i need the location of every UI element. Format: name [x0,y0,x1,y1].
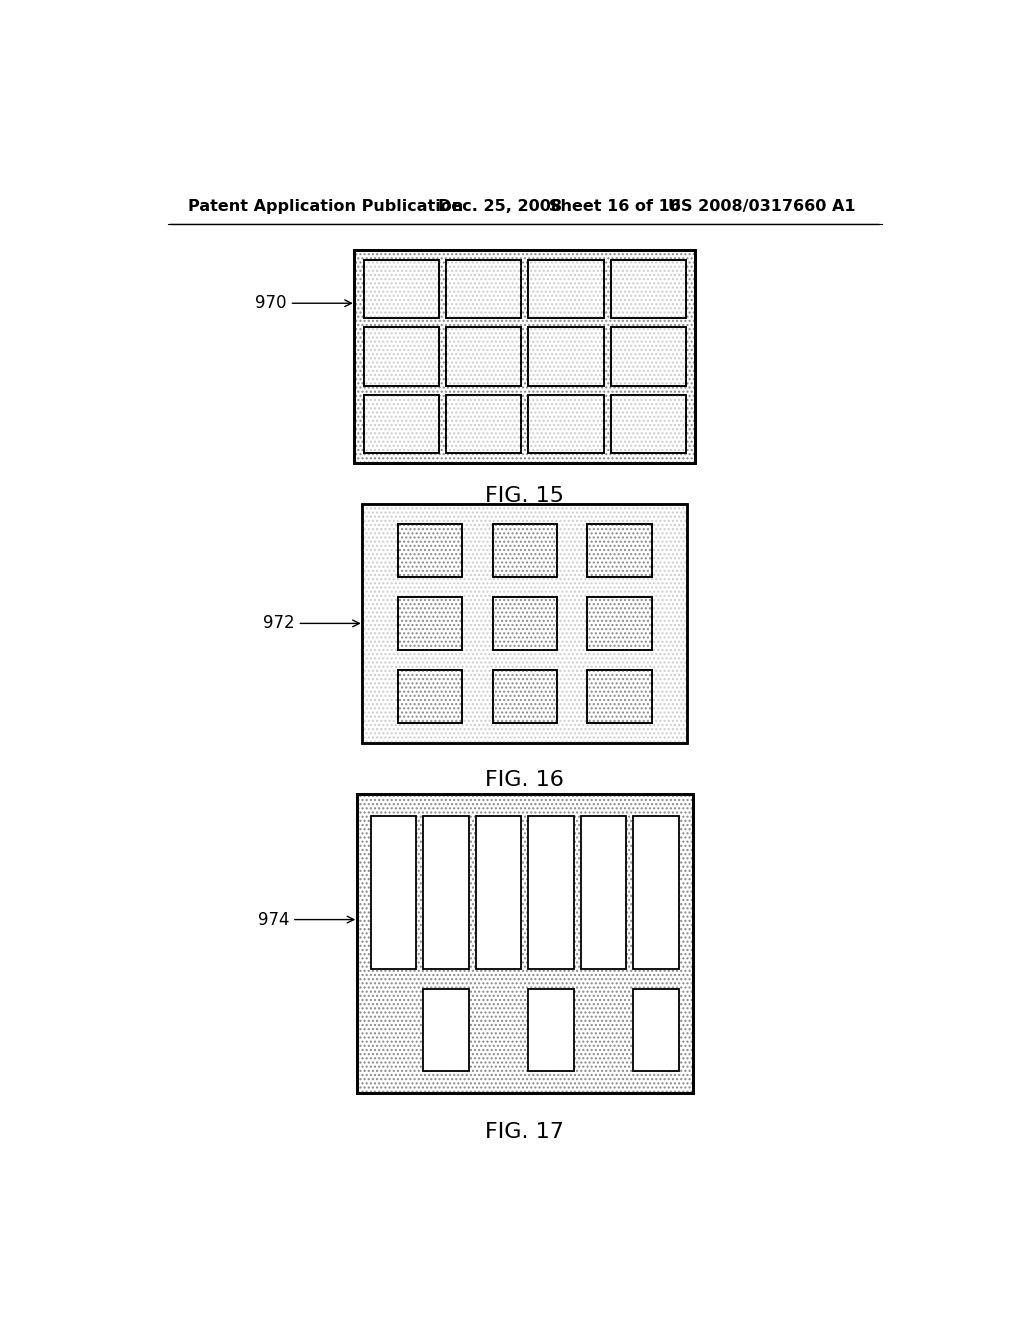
Bar [493,597,557,649]
Text: Patent Application Publication: Patent Application Publication [187,199,463,214]
Bar [397,524,463,577]
Bar [528,395,603,453]
Bar [397,524,463,577]
Bar [528,990,573,1071]
Bar [354,249,695,463]
Bar [587,524,651,577]
Bar [476,816,521,969]
Bar [528,260,603,318]
Bar [364,260,439,318]
Bar [446,327,521,385]
Text: FIG. 16: FIG. 16 [485,771,564,791]
Bar [581,816,627,969]
Text: Sheet 16 of 16: Sheet 16 of 16 [549,199,681,214]
Bar [397,597,463,649]
Bar [493,524,557,577]
Bar [528,395,603,453]
Bar [610,327,686,385]
Bar [610,395,686,453]
Bar [493,524,557,577]
Bar [528,327,603,385]
Bar [356,793,693,1093]
Bar [446,327,521,385]
Bar [364,395,439,453]
Bar [493,671,557,722]
Bar [364,327,439,385]
Bar [493,597,557,649]
Bar [634,990,679,1071]
Bar [446,395,521,453]
Text: 974: 974 [258,911,354,928]
Bar [528,260,603,318]
Bar [397,597,463,649]
Bar [364,327,439,385]
Text: 972: 972 [263,614,359,632]
Bar [364,395,439,453]
Bar [446,395,521,453]
Bar [528,395,603,453]
Bar [364,260,439,318]
Bar [354,249,695,463]
Bar [587,597,651,649]
Bar [446,395,521,453]
Bar [371,816,416,969]
Text: Dec. 25, 2008: Dec. 25, 2008 [437,199,561,214]
Bar [587,671,651,722]
Bar [364,395,439,453]
Bar [364,260,439,318]
Bar [446,327,521,385]
Bar [356,793,693,1093]
Text: 970: 970 [255,294,351,313]
Text: FIG. 15: FIG. 15 [485,486,564,506]
Bar [587,597,651,649]
Bar [610,395,686,453]
Bar [362,504,687,743]
Bar [354,249,695,463]
Bar [493,671,557,722]
Bar [362,504,687,743]
Text: US 2008/0317660 A1: US 2008/0317660 A1 [668,199,855,214]
Bar [397,597,463,649]
Bar [446,260,521,318]
Bar [587,597,651,649]
Bar [356,793,693,1093]
Bar [587,671,651,722]
Bar [364,327,439,385]
Bar [423,990,469,1071]
Bar [587,524,651,577]
Bar [493,524,557,577]
Bar [446,260,521,318]
Bar [397,671,463,722]
Bar [528,260,603,318]
Bar [493,597,557,649]
Bar [493,671,557,722]
Bar [397,671,463,722]
Bar [634,816,679,969]
Bar [610,395,686,453]
Bar [610,260,686,318]
Bar [610,260,686,318]
Bar [587,671,651,722]
Bar [610,260,686,318]
Bar [362,504,687,743]
Bar [528,327,603,385]
Bar [397,671,463,722]
Bar [528,327,603,385]
Bar [423,816,469,969]
Bar [610,327,686,385]
Bar [397,524,463,577]
Bar [446,260,521,318]
Bar [587,524,651,577]
Bar [528,816,573,969]
Bar [610,327,686,385]
Text: FIG. 17: FIG. 17 [485,1122,564,1142]
